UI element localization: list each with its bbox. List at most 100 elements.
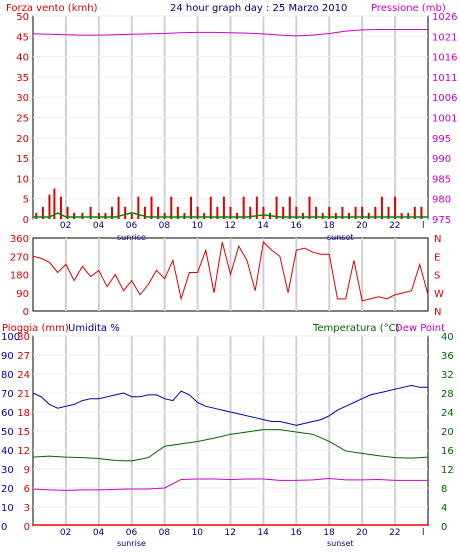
rain-tick-label: 21	[17, 389, 30, 400]
pressure-tick-label: 995	[432, 134, 451, 145]
rain-tick-label: 6	[24, 484, 30, 495]
temperature-axis-label: Temperatura (°C)	[312, 323, 400, 334]
rain-tick-label: 18	[17, 408, 30, 419]
x-tick-label: 16	[290, 528, 302, 538]
rain-tick-label: 12	[17, 446, 30, 457]
x-tick-label: 08	[159, 528, 171, 538]
rain-tick-label: 27	[17, 351, 30, 362]
sunset-label-bottom: sunset	[327, 539, 354, 548]
sunrise-label-top: sunrise	[117, 233, 146, 242]
humidity-tick-label: 70	[1, 389, 14, 400]
sunrise-label-bottom: sunrise	[117, 539, 146, 548]
humidity-tick-label: 100	[1, 332, 20, 343]
humidity-tick-label: 40	[1, 446, 14, 457]
ticks-layer: 02 04 06 08 10 12 14 16 18 20 22 l02 04 06 08 10 12 14 16 1…	[1, 12, 457, 538]
compass-tick-label: S	[434, 271, 440, 282]
wind-tick-label: 35	[16, 73, 29, 84]
rain-tick-label: 0	[24, 522, 30, 533]
wind-tick-label: 20	[16, 134, 29, 145]
compass-tick-label: N	[434, 234, 441, 245]
pressure-tick-label: 980	[432, 195, 451, 206]
temperature-tick-label: 40	[441, 332, 454, 343]
humidity-axis-label: Umidita %	[68, 323, 120, 334]
wind-tick-label: 40	[16, 53, 29, 64]
x-tick-label: l	[422, 221, 425, 231]
x-tick-label: 04	[93, 221, 105, 231]
x-tick-label: 02	[60, 528, 71, 538]
pressure-tick-label: 990	[432, 154, 451, 165]
x-tick-label: 08	[159, 221, 171, 231]
humidity-line	[32, 384, 428, 426]
temperature-tick-label: 12	[441, 465, 454, 476]
humidity-tick-label: 20	[1, 484, 14, 495]
pressure-tick-label: 1026	[432, 12, 457, 23]
rain-tick-label: 9	[24, 465, 30, 476]
pressure-tick-label: 1001	[432, 114, 457, 125]
x-tick-label: 18	[323, 528, 335, 538]
pressure-line	[32, 29, 428, 37]
pressure-axis-label: Pressione (mb)	[371, 3, 446, 14]
temperature-tick-label: 32	[441, 370, 454, 381]
wind-tick-label: 45	[16, 32, 29, 43]
direction-tick-label: 90	[16, 289, 29, 300]
temperature-tick-label: 20	[441, 427, 454, 438]
x-tick-label: 20	[356, 528, 368, 538]
x-tick-label: 14	[257, 221, 269, 231]
humidity-tick-label: 80	[1, 370, 14, 381]
humidity-tick-label: 90	[1, 351, 14, 362]
pressure-tick-label: 985	[432, 174, 451, 185]
humidity-tick-label: 0	[1, 522, 7, 533]
chart-title: 24 hour graph day : 25 Marzo 2010	[170, 3, 347, 14]
humidity-tick-label: 10	[1, 503, 14, 514]
x-tick-label: 12	[225, 221, 236, 231]
temperature-tick-label: 28	[441, 389, 454, 400]
direction-tick-label: 270	[10, 252, 29, 263]
temperature-tick-label: 24	[441, 408, 454, 419]
rain-tick-label: 15	[17, 427, 30, 438]
x-tick-label: 22	[389, 221, 400, 231]
dewpoint-line	[32, 477, 428, 491]
x-tick-label: 04	[93, 528, 105, 538]
wind-tick-label: 25	[16, 114, 29, 125]
x-tick-label: 16	[290, 221, 302, 231]
compass-tick-label: W	[434, 289, 444, 300]
rain-axis-label: Pioggia (mm)	[2, 323, 69, 334]
gust-line	[33, 212, 428, 218]
temperature-tick-label: 36	[441, 351, 454, 362]
direction-tick-label: 360	[10, 234, 29, 245]
pressure-tick-label: 1011	[432, 73, 457, 84]
x-tick-label: 10	[192, 221, 204, 231]
compass-tick-label: E	[434, 252, 440, 263]
rain-tick-label: 3	[24, 503, 30, 514]
wind-tick-label: 5	[23, 195, 29, 206]
wind-tick-label: 10	[16, 174, 29, 185]
wind-axis-label: Forza vento (kmh)	[6, 3, 98, 14]
x-tick-label: 12	[225, 528, 236, 538]
temperature-line	[32, 429, 429, 462]
x-tick-label: 02	[60, 221, 71, 231]
rain-tick-label: 30	[17, 332, 30, 343]
x-tick-label: 10	[192, 528, 204, 538]
temperature-tick-label: 0	[441, 522, 447, 533]
compass-tick-label: N	[434, 307, 441, 318]
x-tick-label: 06	[126, 528, 138, 538]
direction-tick-label: 0	[23, 307, 29, 318]
pressure-tick-label: 1006	[432, 93, 457, 104]
temperature-tick-label: 4	[441, 503, 447, 514]
series-layer	[32, 29, 429, 526]
x-tick-label: 22	[389, 528, 400, 538]
direction-line	[32, 241, 429, 302]
x-tick-label: 20	[356, 221, 368, 231]
x-tick-label: 18	[323, 221, 335, 231]
humidity-tick-label: 50	[1, 427, 14, 438]
sunset-label-top: sunset	[327, 233, 354, 242]
humidity-tick-label: 60	[1, 408, 14, 419]
x-tick-label: l	[422, 528, 425, 538]
dewpoint-axis-label: Dew Point	[395, 323, 445, 334]
wind-tick-label: 0	[23, 215, 29, 226]
temperature-tick-label: 16	[441, 446, 454, 457]
x-tick-label: 14	[257, 528, 269, 538]
wind-tick-label: 30	[16, 93, 29, 104]
temperature-tick-label: 8	[441, 484, 447, 495]
